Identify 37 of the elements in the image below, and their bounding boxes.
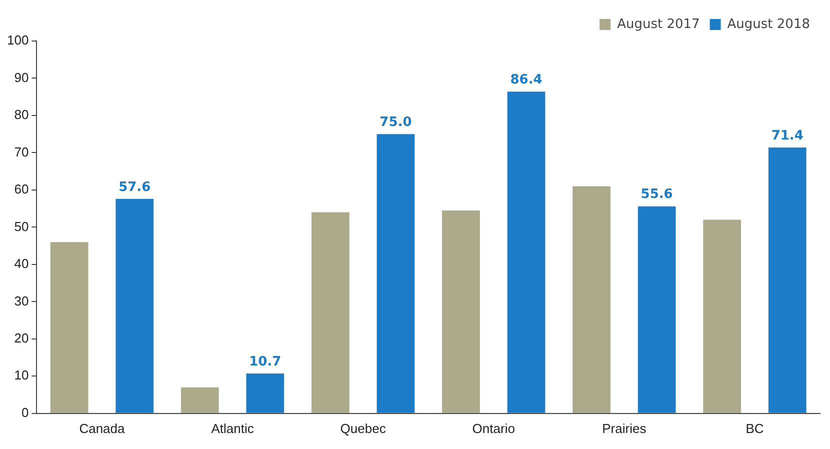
x-tick-label: Atlantic (211, 420, 254, 436)
legend-label: August 2017 (617, 16, 700, 32)
bar (768, 148, 806, 413)
y-tick-label: 0 (21, 404, 29, 420)
bar (50, 242, 88, 413)
y-tick-label: 90 (14, 70, 29, 85)
bar (116, 198, 154, 413)
y-tick-label: 80 (14, 107, 29, 122)
bar (638, 206, 676, 413)
data-label: 71.4 (771, 128, 804, 144)
y-tick-label: 30 (14, 293, 29, 308)
y-tick-label: 40 (14, 256, 29, 272)
bar (376, 134, 415, 413)
y-tick-label: 60 (14, 182, 29, 197)
bar (703, 220, 742, 413)
x-tick-label: Prairies (602, 420, 647, 436)
data-label: 10.7 (249, 354, 282, 370)
y-tick-label: 10 (14, 368, 29, 383)
x-tick-label: Ontario (472, 420, 515, 436)
y-tick-label: 50 (14, 218, 29, 234)
x-tick-label: Canada (79, 420, 126, 436)
y-tick-label: 100 (6, 32, 29, 48)
x-tick-label: BC (746, 420, 764, 436)
bar (572, 186, 610, 413)
legend-label: August 2018 (727, 16, 810, 32)
bar (507, 92, 546, 413)
bar (442, 210, 480, 413)
data-label: 86.4 (510, 72, 542, 88)
x-tick-label: Quebec (340, 420, 386, 436)
y-tick-label: 70 (14, 144, 29, 160)
data-label: 57.6 (118, 180, 151, 195)
bar (246, 374, 284, 413)
y-tick-label: 20 (14, 330, 29, 346)
bar (312, 212, 350, 413)
data-label: 55.6 (640, 187, 673, 202)
data-label: 75.0 (380, 114, 412, 130)
bar (180, 387, 219, 413)
